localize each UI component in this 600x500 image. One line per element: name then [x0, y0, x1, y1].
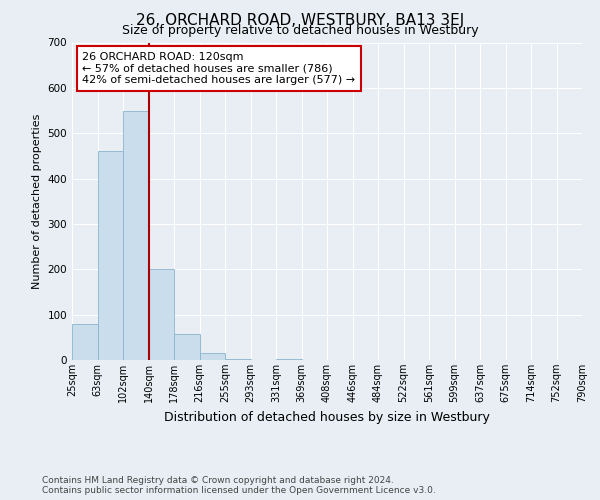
Bar — [199, 353, 225, 360]
Bar — [97, 152, 123, 360]
Bar — [149, 270, 174, 360]
Text: 26, ORCHARD ROAD, WESTBURY, BA13 3EJ: 26, ORCHARD ROAD, WESTBURY, BA13 3EJ — [136, 12, 464, 28]
Text: Contains HM Land Registry data © Crown copyright and database right 2024.
Contai: Contains HM Land Registry data © Crown c… — [42, 476, 436, 495]
Bar — [174, 334, 199, 360]
X-axis label: Distribution of detached houses by size in Westbury: Distribution of detached houses by size … — [164, 410, 490, 424]
Y-axis label: Number of detached properties: Number of detached properties — [32, 114, 42, 289]
Bar — [72, 324, 97, 360]
Bar — [225, 358, 251, 360]
Bar — [123, 110, 149, 360]
Text: Size of property relative to detached houses in Westbury: Size of property relative to detached ho… — [122, 24, 478, 37]
Bar — [276, 358, 302, 360]
Text: 26 ORCHARD ROAD: 120sqm
← 57% of detached houses are smaller (786)
42% of semi-d: 26 ORCHARD ROAD: 120sqm ← 57% of detache… — [82, 52, 355, 85]
